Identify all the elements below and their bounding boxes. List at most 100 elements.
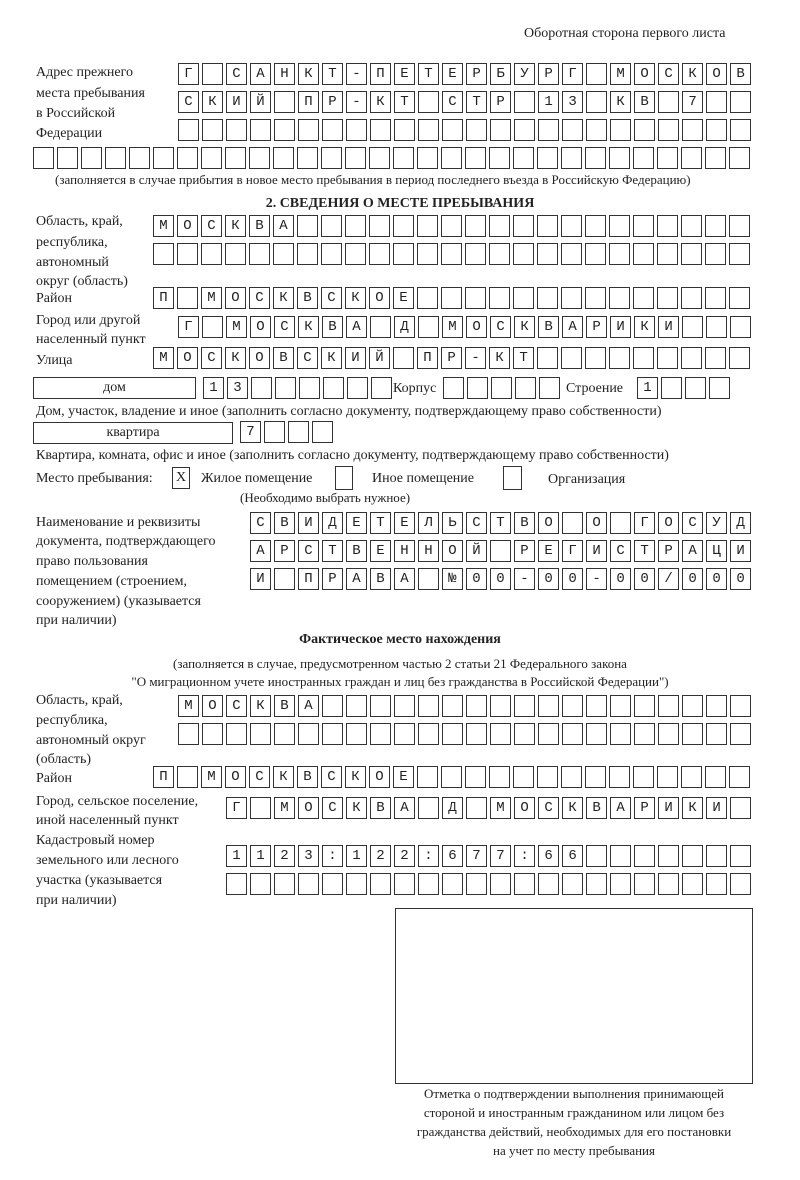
char-cell	[273, 243, 294, 265]
char-cell	[730, 695, 751, 717]
char-cell	[345, 243, 366, 265]
char-cell	[634, 723, 655, 745]
region-label-1: Область, край,	[36, 214, 123, 229]
char-cell	[370, 63, 391, 85]
char-cell	[538, 91, 559, 113]
char-cell	[312, 421, 333, 443]
char-cell	[706, 316, 727, 338]
char-cell	[610, 119, 631, 141]
char-cell	[465, 347, 486, 369]
house-number-text: 13	[209, 380, 402, 396]
char-cell	[682, 119, 703, 141]
char-cell	[177, 347, 198, 369]
char-cell	[274, 540, 295, 562]
char-cell	[538, 540, 559, 562]
char-cell	[249, 287, 270, 309]
cadastral-label-3: участка (указывается	[36, 873, 163, 888]
char-cell	[513, 347, 534, 369]
char-cell	[225, 215, 246, 237]
char-cell	[153, 347, 174, 369]
char-cell	[657, 347, 678, 369]
char-cell	[514, 797, 535, 819]
char-cell	[561, 287, 582, 309]
char-cell	[634, 695, 655, 717]
char-cell	[609, 215, 630, 237]
char-cell	[346, 568, 367, 590]
char-cell	[562, 873, 583, 895]
district-row-text: П МОСКВСКОЕ	[159, 290, 760, 306]
confirmation-caption-2: стороной и иностранным гражданином или л…	[423, 1105, 725, 1120]
stay-note: (Необходимо выбрать нужное)	[240, 490, 411, 505]
char-cell	[369, 147, 390, 169]
char-cell	[273, 147, 294, 169]
char-cell	[685, 377, 706, 399]
char-cell	[585, 766, 606, 788]
char-cell	[682, 91, 703, 113]
char-cell	[491, 377, 512, 399]
char-cell	[682, 540, 703, 562]
char-cell	[538, 845, 559, 867]
char-cell	[466, 873, 487, 895]
char-cell	[537, 243, 558, 265]
char-cell	[466, 695, 487, 717]
char-cell	[418, 568, 439, 590]
char-cell	[177, 766, 198, 788]
house-type-box: дом	[33, 377, 196, 399]
char-cell	[610, 797, 631, 819]
checkbox-other-premises[interactable]	[335, 466, 353, 490]
char-cell	[273, 215, 294, 237]
char-cell	[729, 287, 750, 309]
char-cell	[657, 147, 678, 169]
char-cell	[288, 421, 309, 443]
char-cell	[370, 695, 391, 717]
char-cell	[561, 243, 582, 265]
char-cell	[394, 873, 415, 895]
char-cell	[706, 845, 727, 867]
char-cell	[585, 287, 606, 309]
char-cell	[514, 568, 535, 590]
char-cell	[610, 873, 631, 895]
building-row-text: 1	[643, 380, 740, 396]
char-cell	[634, 568, 655, 590]
char-cell	[202, 695, 223, 717]
city-label-1: Город или другой	[36, 313, 141, 328]
char-cell	[609, 243, 630, 265]
char-cell	[250, 512, 271, 534]
char-cell	[490, 695, 511, 717]
char-cell	[369, 766, 390, 788]
char-cell	[370, 845, 391, 867]
char-cell	[490, 512, 511, 534]
char-cell	[369, 347, 390, 369]
char-cell	[490, 119, 511, 141]
char-cell	[274, 568, 295, 590]
char-cell	[658, 119, 679, 141]
char-cell	[562, 91, 583, 113]
confirmation-caption-1: Отметка о подтверждении выполнения прини…	[423, 1086, 725, 1101]
char-cell	[201, 243, 222, 265]
checkbox-organization[interactable]	[503, 466, 522, 490]
char-cell	[274, 63, 295, 85]
char-cell	[706, 797, 727, 819]
char-cell	[633, 287, 654, 309]
char-cell	[538, 723, 559, 745]
char-cell	[658, 695, 679, 717]
street-label: Улица	[36, 353, 73, 368]
char-cell	[658, 91, 679, 113]
char-cell	[514, 873, 535, 895]
char-cell	[466, 316, 487, 338]
char-cell	[633, 766, 654, 788]
char-cell	[417, 347, 438, 369]
checkbox-residential[interactable]: X	[172, 467, 190, 489]
char-cell	[418, 512, 439, 534]
char-cell	[298, 316, 319, 338]
char-cell	[274, 695, 295, 717]
char-cell	[178, 316, 199, 338]
char-cell	[706, 63, 727, 85]
char-cell	[250, 845, 271, 867]
char-cell	[634, 873, 655, 895]
char-cell	[298, 119, 319, 141]
char-cell	[634, 540, 655, 562]
doc-row-2-text: АРСТВЕННОЙ РЕГИСТРАЦИ	[256, 543, 761, 559]
char-cell	[490, 723, 511, 745]
char-cell	[465, 215, 486, 237]
